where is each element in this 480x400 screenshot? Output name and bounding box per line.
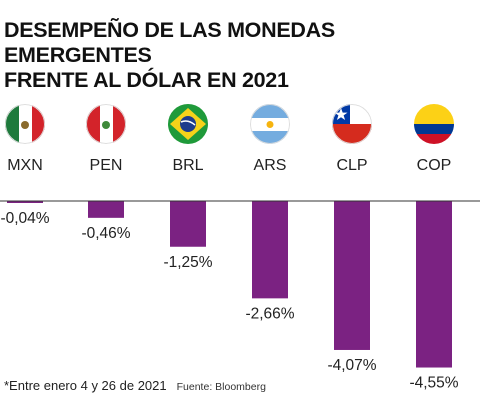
source-note: Fuente: Bloomberg bbox=[176, 381, 266, 393]
chart-title: DESEMPEÑO DE LAS MONEDAS EMERGENTES FREN… bbox=[4, 18, 476, 93]
bar-brl bbox=[170, 201, 206, 247]
data-label-cop: -4,55% bbox=[409, 375, 458, 392]
brazil-flag-icon bbox=[168, 104, 208, 144]
category-label-brl: BRL bbox=[172, 157, 203, 174]
bar-cop bbox=[416, 201, 452, 368]
category-label-mxn: MXN bbox=[7, 157, 43, 174]
bar-mxn bbox=[7, 201, 43, 203]
category-label-cop: COP bbox=[417, 157, 452, 174]
category-label-pen: PEN bbox=[90, 157, 123, 174]
data-label-clp: -4,07% bbox=[327, 357, 376, 374]
mexico-flag-icon bbox=[5, 104, 45, 144]
data-label-pen: -0,46% bbox=[81, 225, 130, 242]
data-label-brl: -1,25% bbox=[163, 254, 212, 271]
bars-group bbox=[7, 201, 452, 368]
peru-flag-icon bbox=[86, 104, 126, 144]
chart-title-line-2: FRENTE AL DÓLAR EN 2021 bbox=[4, 68, 289, 92]
chile-flag-icon bbox=[332, 104, 372, 144]
bar-ars bbox=[252, 201, 288, 299]
data-label-mxn: -0,04% bbox=[0, 210, 49, 227]
data-label-ars: -2,66% bbox=[245, 305, 294, 322]
argentina-flag-icon bbox=[250, 104, 290, 144]
bar-pen bbox=[88, 201, 124, 218]
footnote: *Entre enero 4 y 26 de 2021 bbox=[4, 378, 167, 393]
category-label-ars: ARS bbox=[254, 157, 287, 174]
bar-clp bbox=[334, 201, 370, 350]
chart-title-line-1: DESEMPEÑO DE LAS MONEDAS EMERGENTES bbox=[4, 18, 335, 67]
category-label-clp: CLP bbox=[336, 157, 367, 174]
colombia-flag-icon bbox=[414, 104, 454, 144]
footer: *Entre enero 4 y 26 de 2021 Fuente: Bloom… bbox=[4, 378, 266, 393]
